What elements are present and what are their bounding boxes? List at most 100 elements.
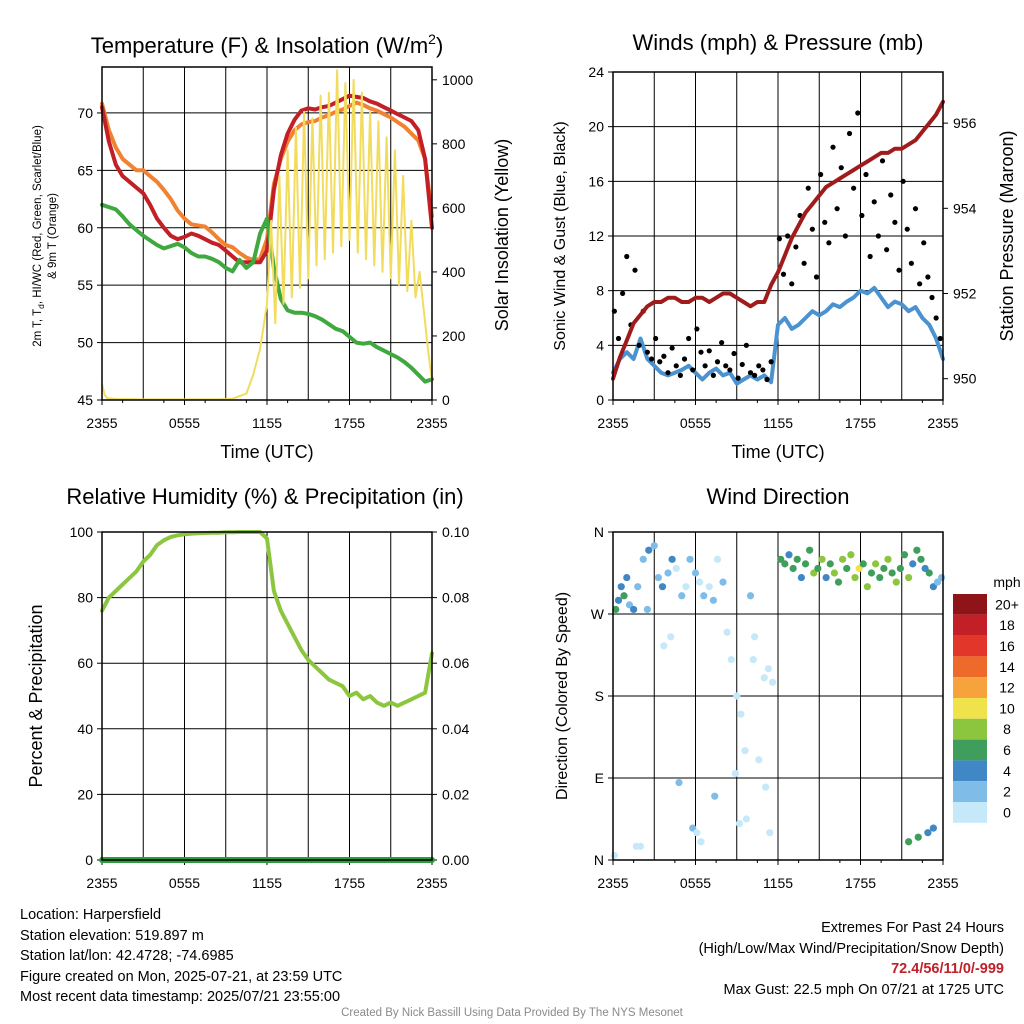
y-tick-label: 65 [77, 162, 93, 178]
gust-point [615, 335, 622, 342]
direction-point [818, 555, 826, 563]
direction-point [731, 769, 739, 778]
direction-point [859, 560, 867, 568]
series-line [611, 285, 945, 386]
y-tick-label: 100 [70, 524, 94, 540]
gust-point [855, 110, 861, 116]
direction-point [700, 592, 708, 600]
y2-tick-label: 0.06 [442, 655, 469, 671]
y-tick-label: 20 [588, 119, 604, 135]
direction-point [921, 564, 929, 573]
direction-point [872, 560, 880, 568]
direction-point [741, 747, 749, 755]
x-tick-label: 1155 [763, 415, 793, 431]
temp-panel: 45 50 55 60 65 70 0 200 400 600 800 1000 2355 0555 115… [77, 66, 473, 431]
gust-point [822, 219, 828, 225]
direction-point [727, 655, 735, 664]
gust-point [834, 206, 840, 212]
gust-point [636, 342, 642, 348]
y-tick-label: 60 [77, 220, 93, 236]
y2-tick-label: 200 [442, 328, 466, 344]
direction-point [697, 838, 705, 846]
y-tick-label: 20 [77, 786, 93, 802]
y-tick-label: 0 [596, 392, 604, 408]
gust-point [673, 363, 679, 369]
y-tick-label: 80 [77, 590, 93, 606]
y2-tick-label: 0.08 [442, 590, 469, 606]
y2-tick-label: 400 [442, 264, 466, 280]
station-info: Location: Harpersfield Station elevation… [20, 905, 342, 1008]
y-tick-label: 40 [77, 721, 93, 737]
wind-ylabel: Sonic Wind & Gust (Blue, Black) [552, 121, 569, 350]
legend-label: 10 [999, 700, 1015, 716]
extremes-info: Extremes For Past 24 Hours (High/Low/Max… [699, 918, 1004, 1000]
gust-point [888, 192, 894, 198]
x-tick-label: 2355 [927, 415, 958, 431]
gust-point [714, 359, 721, 365]
direction-point [924, 829, 932, 837]
legend-label: 0 [1003, 804, 1011, 820]
plot-frame [612, 71, 944, 401]
direction-point [672, 564, 680, 573]
speed-legend: 20+ 18 16 14 12 10 8 6 4 2 0 [953, 594, 1019, 823]
direction-point [896, 564, 904, 573]
wind-y2label: Station Pressure (Maroon) [997, 130, 1017, 341]
gust-point [735, 375, 741, 381]
direction-point [789, 564, 797, 573]
gust-point [690, 367, 696, 373]
gust-point [846, 130, 853, 137]
y2-tick-label: 952 [953, 286, 977, 302]
gust-point [805, 185, 811, 191]
direction-point [766, 829, 774, 837]
y-tick-label: E [595, 770, 604, 786]
temp-xlabel: Time (UTC) [220, 442, 313, 462]
legend-swatch [953, 614, 987, 636]
direction-point [847, 551, 855, 559]
y-tick-label: 24 [588, 64, 604, 80]
gust-point [632, 267, 638, 273]
gust-point [694, 326, 700, 332]
direction-point [686, 555, 694, 563]
y-tick-label: 0 [85, 852, 93, 868]
series-line [100, 530, 434, 708]
direction-point [639, 555, 647, 563]
y2-tick-label: 1000 [442, 72, 473, 88]
legend-label: 18 [999, 617, 1015, 633]
y-tick-label: S [595, 688, 604, 704]
direction-point [630, 605, 638, 614]
y2-tick-label: 0.00 [442, 852, 469, 868]
plot-frame [101, 531, 433, 861]
direction-point [691, 569, 700, 577]
recent-text: Most recent data timestamp: 2025/07/21 2… [20, 989, 341, 1005]
direction-point [709, 596, 717, 604]
gust-point [884, 247, 890, 253]
direction-point [667, 633, 675, 641]
x-tick-label: 0555 [169, 415, 200, 431]
gust-point [818, 171, 824, 178]
direction-point [777, 555, 785, 563]
series-line [100, 202, 434, 384]
y2-tick-label: 0.10 [442, 524, 469, 540]
rh-ylabel: Percent & Precipitation [26, 604, 46, 787]
gust-point [727, 367, 733, 373]
direction-point [668, 555, 676, 563]
gust-point [925, 274, 931, 280]
direction-point [760, 674, 768, 682]
wind-xlabel: Time (UTC) [731, 442, 824, 462]
gust-point [702, 363, 708, 369]
y2-tick-label: 0 [442, 392, 450, 408]
direction-point [612, 605, 620, 614]
gust-point [871, 199, 877, 205]
direction-point [880, 564, 888, 573]
direction-point [892, 578, 900, 586]
x-tick-label: 0555 [680, 875, 711, 891]
max-gust-text: Max Gust: 22.5 mph On 07/21 at 1725 UTC [723, 981, 1004, 998]
direction-point [617, 583, 625, 591]
direction-point [742, 815, 750, 823]
direction-point [900, 551, 909, 559]
gust-point [776, 236, 782, 242]
direction-point [711, 792, 719, 800]
direction-point [614, 596, 623, 604]
gust-point [723, 363, 729, 369]
